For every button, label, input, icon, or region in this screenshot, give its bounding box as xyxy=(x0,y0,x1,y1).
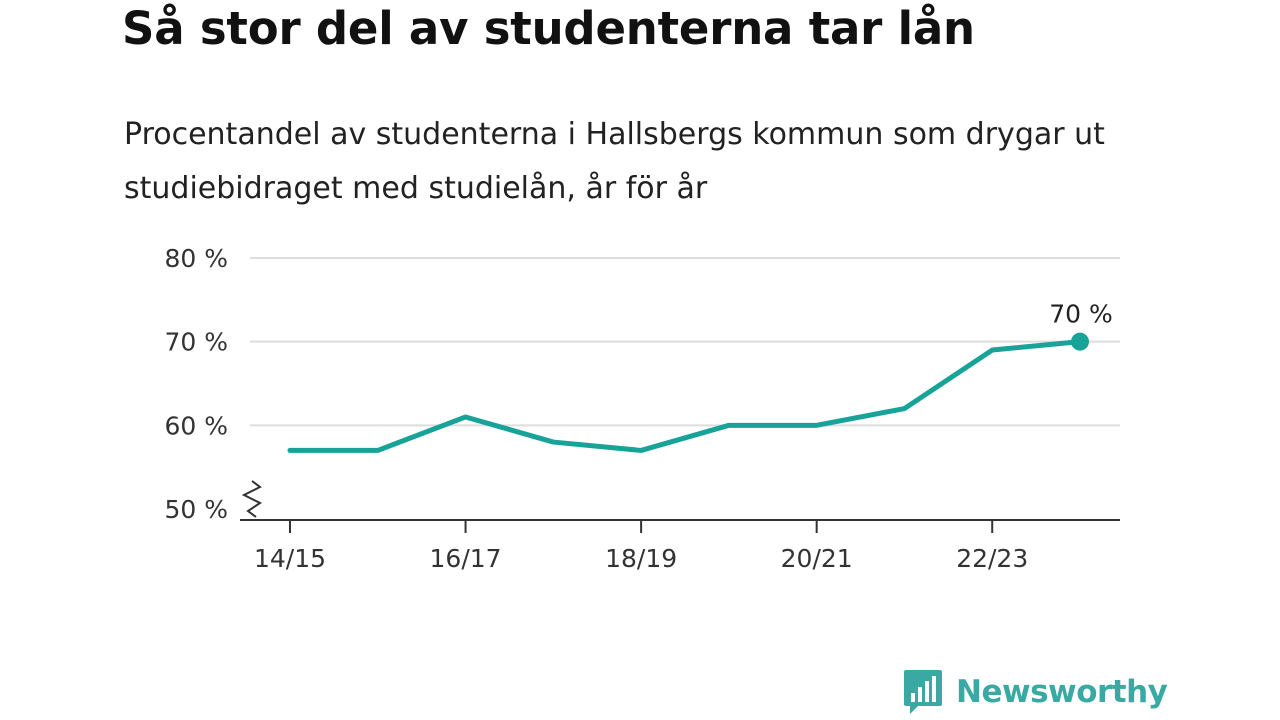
x-tick-label: 20/21 xyxy=(781,544,853,573)
series-line xyxy=(287,339,1083,453)
y-tick-label: 50 % xyxy=(164,495,228,524)
newsworthy-logo: Newsworthy xyxy=(902,668,1168,716)
x-tick-label: 18/19 xyxy=(605,544,677,573)
brand-name: Newsworthy xyxy=(956,674,1168,710)
x-tick-label: 22/23 xyxy=(956,544,1028,573)
data-series: 70 % xyxy=(287,300,1113,453)
bar-chart-speech-bubble-icon xyxy=(904,670,942,714)
y-tick-label: 60 % xyxy=(164,411,228,440)
chart-subtitle: Procentandel av studenterna i Hallsbergs… xyxy=(124,117,1105,206)
last-data-point xyxy=(1071,332,1089,351)
x-tick-label: 14/15 xyxy=(254,544,326,573)
last-point-label: 70 % xyxy=(1049,300,1113,329)
x-tick-label: 16/17 xyxy=(430,544,502,573)
x-axis: 14/15 16/17 18/19 20/21 22/23 xyxy=(240,519,1120,573)
y-axis-ticks: 50 % 60 % 70 % 80 % xyxy=(164,244,262,524)
gridlines xyxy=(250,257,1120,427)
chart-title: Så stor del av studenterna tar lån xyxy=(122,2,975,55)
axis-break-marker xyxy=(241,480,262,518)
y-tick-label: 80 % xyxy=(164,244,228,273)
y-tick-label: 70 % xyxy=(164,328,228,357)
